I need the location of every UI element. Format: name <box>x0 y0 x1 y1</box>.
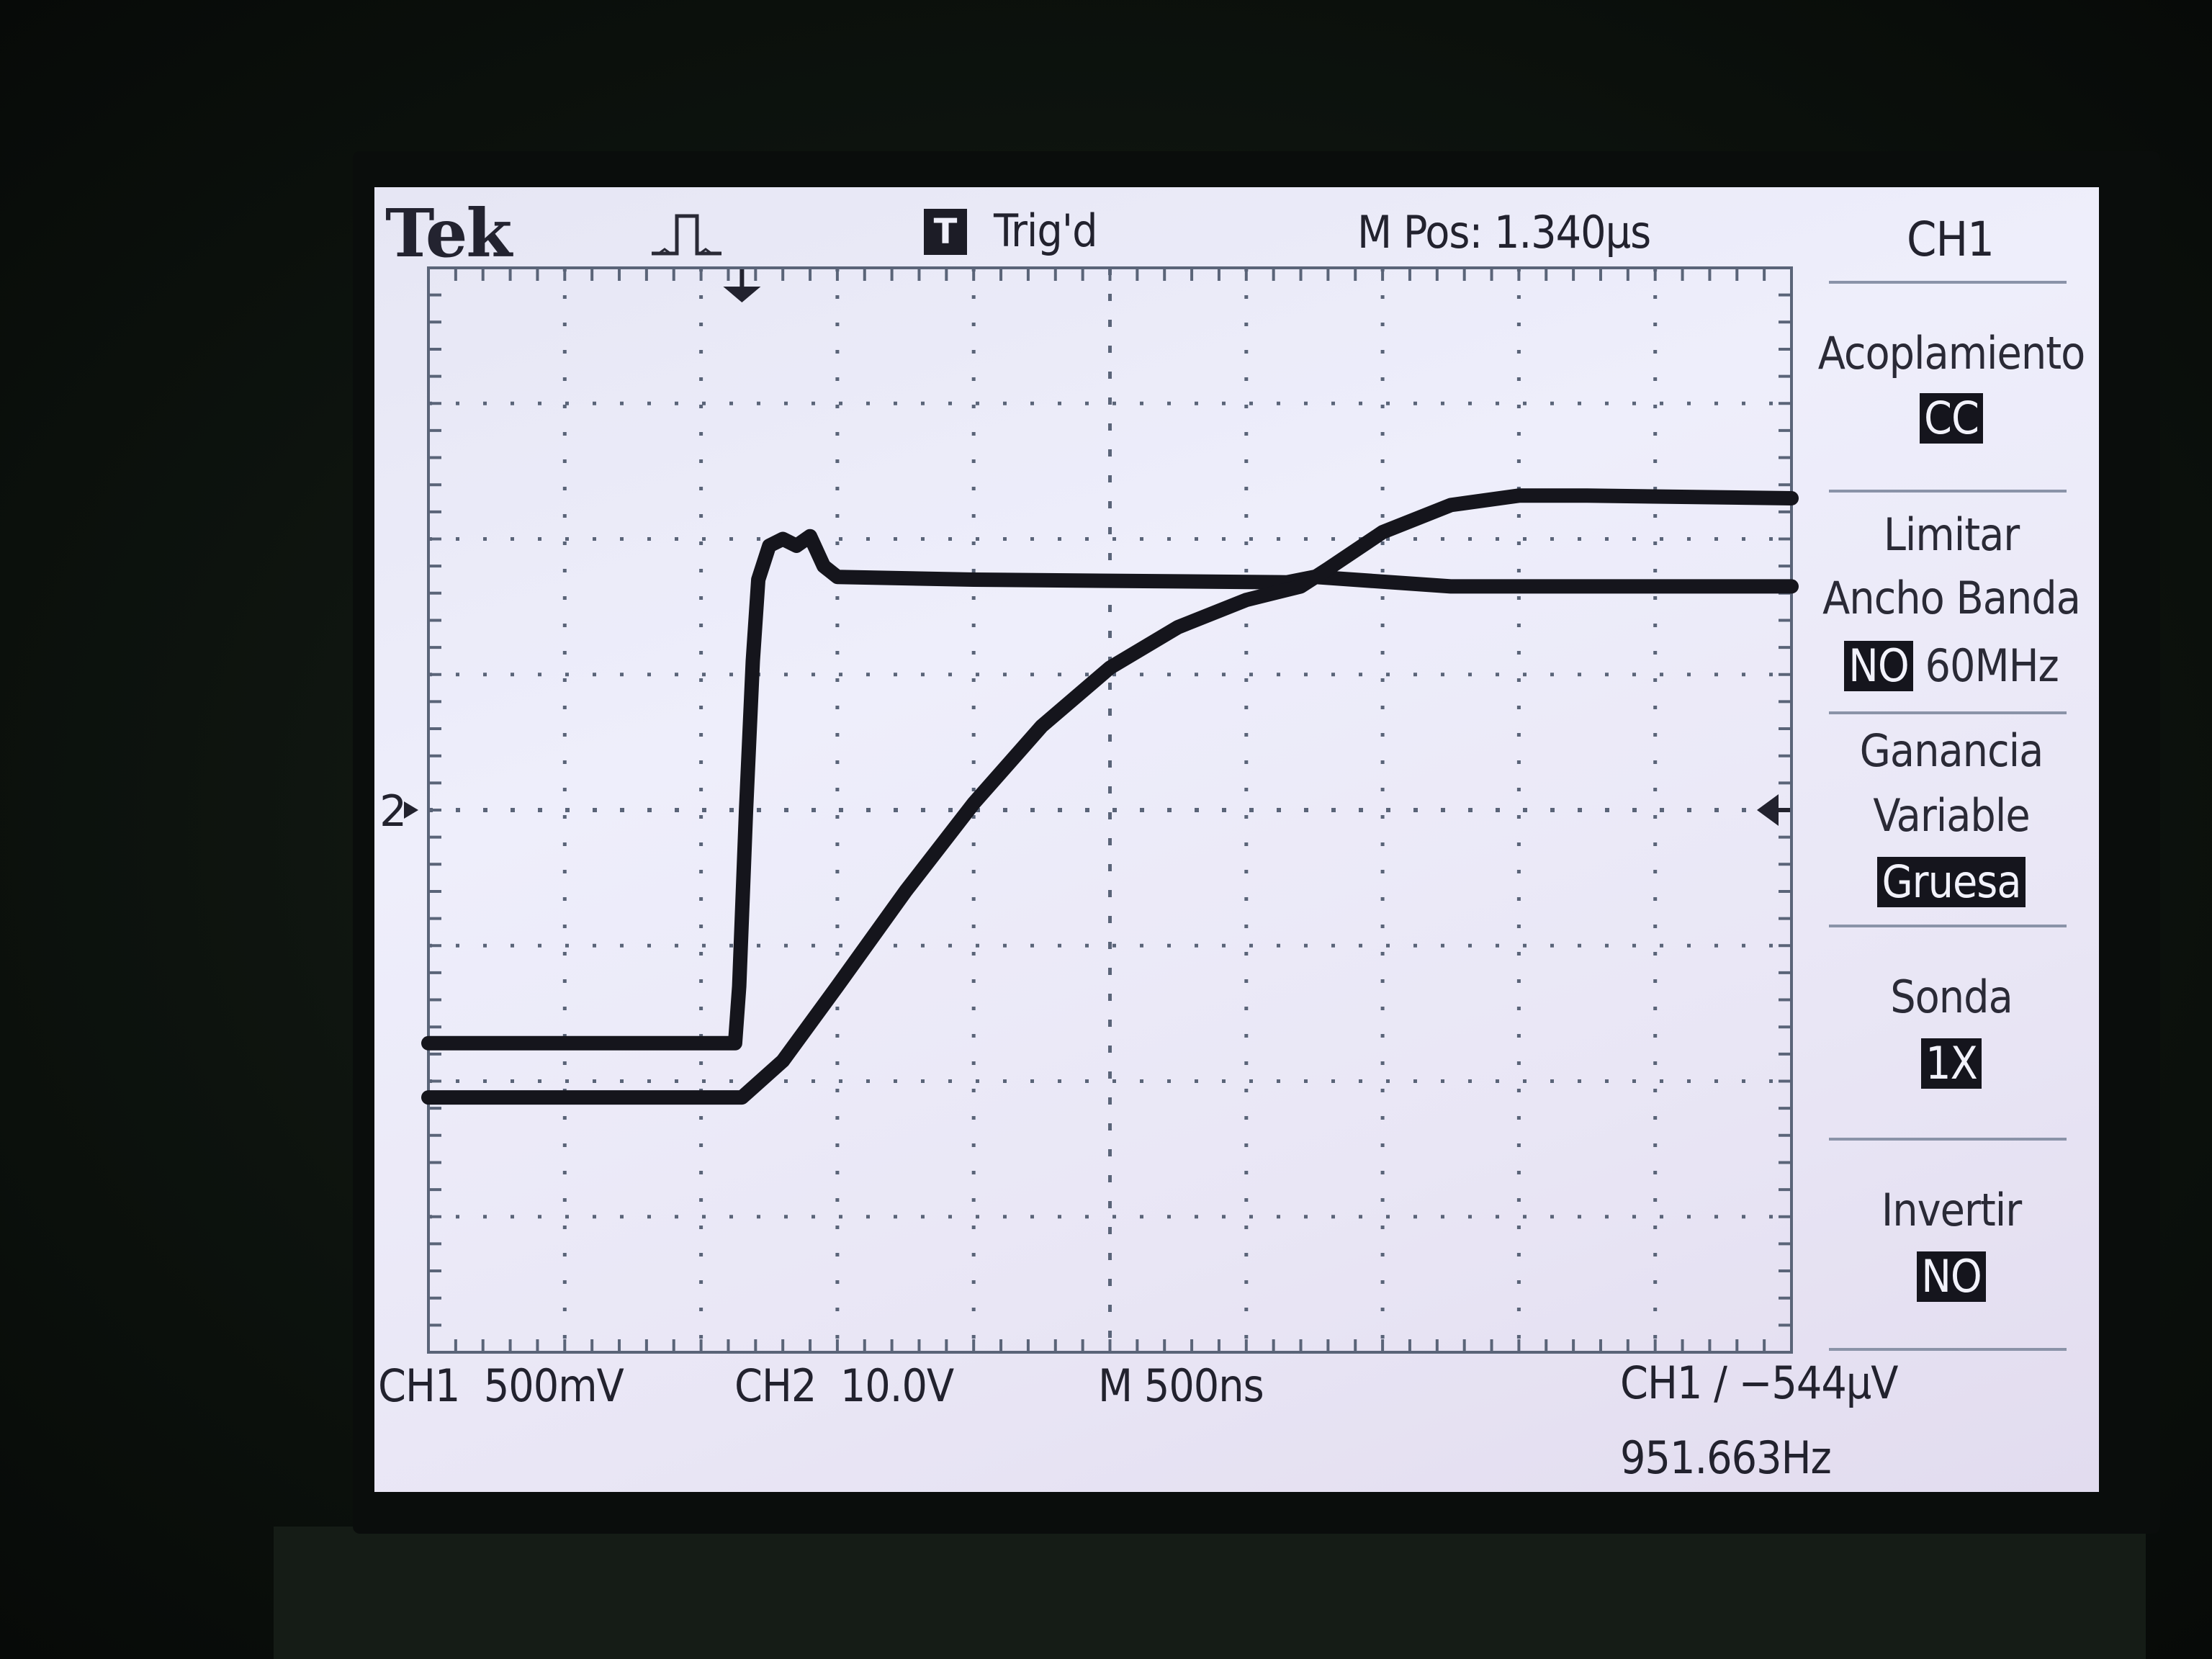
variable-gain-value[interactable]: Gruesa <box>1804 855 2099 908</box>
traces <box>421 488 1799 1105</box>
brand-logo: Tek <box>385 194 512 272</box>
menu-label-sonda: Sonda <box>1890 971 2013 1023</box>
oscilloscope-screen: Tek T Trig'd M Pos: 1.340µs CH1 Acoplami… <box>374 187 2099 1492</box>
bandwidth-limit-suffix: 60MHz <box>1925 639 2059 692</box>
coupling-value[interactable]: CC <box>1804 392 2099 444</box>
variable-gain-chip[interactable]: Gruesa <box>1877 857 2026 907</box>
down-arrow-icon <box>723 287 761 302</box>
menu-separator <box>1829 1348 2067 1351</box>
left-arrow-icon <box>1757 794 1779 826</box>
position-readout: M Pos: 1.340µs <box>1357 206 1651 258</box>
menu-separator <box>1829 711 2067 714</box>
ch1-scale: CH1 500mV <box>378 1359 624 1412</box>
ch2-scale: CH2 10.0V <box>734 1359 954 1412</box>
trigger-status: Trig'd <box>994 204 1098 257</box>
trigger-status-icon: T <box>924 209 967 255</box>
waveform-display: 2 <box>379 266 1799 1354</box>
menu-separator <box>1829 925 2067 927</box>
trace-ch2 <box>421 488 1799 1105</box>
time-scale: M 500ns <box>1098 1359 1264 1412</box>
bandwidth-limit-chip[interactable]: NO <box>1844 641 1913 691</box>
coupling-chip[interactable]: CC <box>1920 393 1983 444</box>
trigger-readout: CH1 ∕ −544µV <box>1620 1357 1898 1409</box>
menu-label-variable: Variable <box>1873 789 2030 842</box>
menu-separator <box>1829 281 2067 284</box>
bandwidth-limit-value[interactable]: NO 60MHz <box>1804 639 2099 692</box>
frequency-readout: 951.663Hz <box>1620 1431 1832 1484</box>
menu-label-limitar: Limitar <box>1883 508 2020 561</box>
menu-label-acoplamiento: Acoplamiento <box>1817 327 2085 379</box>
graticule <box>427 266 1793 1354</box>
invert-value[interactable]: NO <box>1804 1250 2099 1303</box>
markers: 2 <box>379 269 1790 837</box>
menu-separator <box>1829 490 2067 493</box>
bezel-lower-panel <box>274 1527 2146 1659</box>
menu-label-invertir: Invertir <box>1881 1184 2022 1236</box>
probe-value[interactable]: 1X <box>1804 1037 2099 1089</box>
invert-chip[interactable]: NO <box>1917 1251 1986 1302</box>
channel-marker: 2 <box>379 786 407 837</box>
menu-label-ganancia: Ganancia <box>1859 724 2044 777</box>
menu-separator <box>1829 1138 2067 1141</box>
menu-title: CH1 <box>1907 212 1995 267</box>
probe-chip[interactable]: 1X <box>1921 1038 1982 1089</box>
menu-label-ancho-banda: Ancho Banda <box>1822 572 2081 624</box>
channel-marker-arrow-icon <box>404 801 418 819</box>
